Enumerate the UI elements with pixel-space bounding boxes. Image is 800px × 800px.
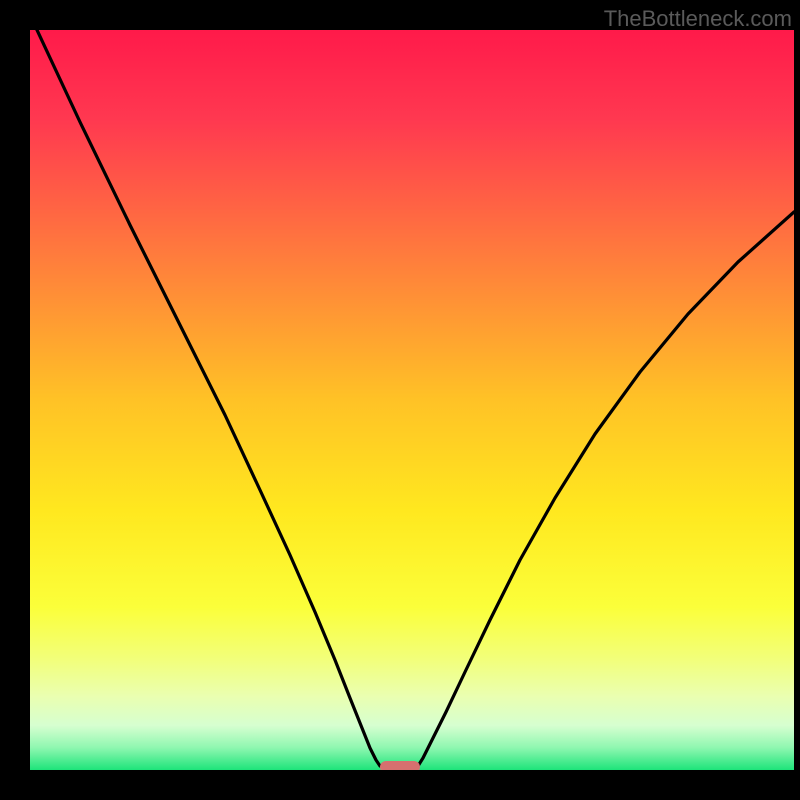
bottleneck-marker bbox=[380, 761, 420, 770]
curve-right-branch bbox=[418, 212, 794, 766]
watermark-text: TheBottleneck.com bbox=[604, 6, 792, 32]
chart-root: TheBottleneck.com bbox=[0, 0, 800, 800]
plot-area bbox=[30, 30, 794, 770]
curve-layer bbox=[30, 30, 794, 770]
curve-left-branch bbox=[30, 30, 380, 766]
